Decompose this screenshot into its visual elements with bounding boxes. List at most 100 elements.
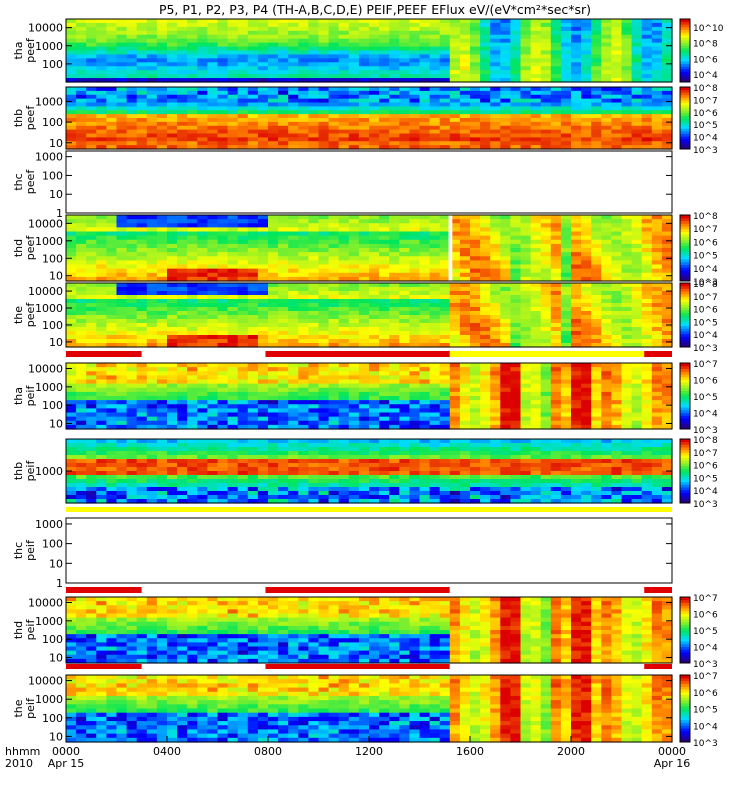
spectrogram-cell bbox=[642, 260, 653, 265]
spectrogram-cell bbox=[147, 223, 158, 228]
spectrogram-cell bbox=[278, 19, 289, 24]
spectrogram-cell bbox=[379, 307, 390, 312]
spectrogram-cell bbox=[298, 404, 309, 409]
spectrogram-cell bbox=[207, 396, 218, 401]
spectrogram-cell bbox=[531, 141, 542, 145]
spectrogram-cell bbox=[571, 35, 582, 40]
spectrogram-cell bbox=[642, 70, 653, 75]
spectrogram-cell bbox=[611, 287, 622, 292]
spectrogram-cell bbox=[440, 299, 451, 304]
spectrogram-cell bbox=[622, 27, 633, 32]
spectrogram-cell bbox=[460, 47, 471, 52]
spectrogram-cell bbox=[248, 35, 259, 40]
spectrogram-cell bbox=[601, 134, 612, 138]
spectrogram-cell bbox=[460, 269, 471, 274]
spectrogram-cell bbox=[440, 137, 451, 141]
spectrogram-cell bbox=[601, 396, 612, 401]
colorbar-label: 10^6 bbox=[693, 55, 718, 65]
spectrogram-cell bbox=[581, 87, 592, 91]
spectrogram-cell bbox=[258, 287, 269, 292]
spectrogram-cell bbox=[359, 137, 370, 141]
spectrogram-cell bbox=[86, 375, 97, 380]
spectrogram-cell bbox=[258, 384, 269, 389]
spectrogram-cell bbox=[622, 74, 633, 79]
spectrogram-cell bbox=[622, 110, 633, 114]
spectrogram-cell bbox=[197, 392, 208, 397]
spectrogram-cell bbox=[611, 110, 622, 114]
spectrogram-cell bbox=[470, 227, 481, 232]
spectrogram-cell bbox=[117, 51, 128, 56]
spectrogram-cell bbox=[238, 236, 249, 241]
spectrogram-cell bbox=[66, 110, 77, 114]
spectrogram-cell bbox=[76, 421, 87, 426]
spectrogram-cell bbox=[430, 39, 441, 44]
spectrogram-cell bbox=[268, 417, 279, 422]
spectrogram-cell bbox=[96, 223, 107, 228]
spectrogram-cell bbox=[521, 252, 532, 257]
spectrogram-cell bbox=[248, 23, 259, 28]
spectrogram-cell bbox=[359, 43, 370, 48]
spectrogram-cell bbox=[137, 66, 148, 71]
spectrogram-cell bbox=[480, 43, 491, 48]
spectrogram-cell bbox=[76, 91, 87, 95]
spectrogram-cell bbox=[652, 95, 663, 99]
spectrogram-cell bbox=[591, 236, 602, 241]
spectrogram-cell bbox=[86, 260, 97, 265]
spectrogram-cell bbox=[389, 240, 400, 245]
spectrogram-cell bbox=[480, 252, 491, 257]
panel-ylabel: peef bbox=[24, 37, 37, 63]
spectrogram-cell bbox=[541, 421, 552, 426]
spectrogram-cell bbox=[531, 110, 542, 114]
spectrogram-cell bbox=[96, 47, 107, 52]
spectrogram-cell bbox=[127, 134, 138, 138]
spectrogram-cell bbox=[389, 388, 400, 393]
spectrogram-cell bbox=[96, 287, 107, 292]
spectrogram-cell bbox=[288, 371, 299, 376]
spectrogram-cell bbox=[500, 223, 511, 228]
spectrogram-cell bbox=[117, 323, 128, 328]
spectrogram-cell bbox=[591, 43, 602, 48]
spectrogram-cell bbox=[127, 227, 138, 232]
spectrogram-cell bbox=[197, 215, 208, 220]
spectrogram-cell bbox=[551, 311, 562, 316]
spectrogram-cell bbox=[86, 215, 97, 220]
spectrogram-cell bbox=[339, 91, 350, 95]
spectrogram-cell bbox=[258, 240, 269, 245]
spectrogram-cell bbox=[86, 392, 97, 397]
spectrogram-cell bbox=[147, 303, 158, 308]
spectrogram-cell bbox=[632, 110, 643, 114]
spectrogram-cell bbox=[298, 62, 309, 67]
spectrogram-cell bbox=[379, 363, 390, 368]
spectrogram-cell bbox=[480, 58, 491, 63]
spectrogram-cell bbox=[177, 273, 188, 278]
spectrogram-cell bbox=[96, 87, 107, 91]
spectrogram-cell bbox=[541, 404, 552, 409]
spectrogram-cell bbox=[288, 384, 299, 389]
spectrogram-cell bbox=[541, 23, 552, 28]
spectrogram-cell bbox=[420, 134, 431, 138]
spectrogram-cell bbox=[96, 58, 107, 63]
spectrogram-cell bbox=[571, 106, 582, 110]
spectrogram-cell bbox=[248, 319, 259, 324]
spectrogram-cell bbox=[581, 319, 592, 324]
spectrogram-cell bbox=[76, 58, 87, 63]
spectrogram-cell bbox=[197, 244, 208, 249]
spectrogram-cell bbox=[399, 417, 410, 422]
spectrogram-cell bbox=[369, 283, 380, 288]
spectrogram-cell bbox=[632, 311, 643, 316]
spectrogram-cell bbox=[531, 66, 542, 71]
spectrogram-cell bbox=[551, 265, 562, 270]
spectrogram-cell bbox=[86, 23, 97, 28]
spectrogram-cell bbox=[207, 232, 218, 237]
spectrogram-cell bbox=[460, 252, 471, 257]
spectrogram-cell bbox=[662, 331, 673, 336]
spectrogram-cell bbox=[430, 106, 441, 110]
spectrogram-cell bbox=[399, 31, 410, 36]
spectrogram-cell bbox=[581, 47, 592, 52]
spectrogram-cell bbox=[409, 299, 420, 304]
spectrogram-cell bbox=[197, 408, 208, 413]
spectrogram-cell bbox=[652, 307, 663, 312]
spectrogram-cell bbox=[632, 62, 643, 67]
spectrogram-cell bbox=[551, 130, 562, 134]
spectrogram-cell bbox=[106, 236, 117, 241]
